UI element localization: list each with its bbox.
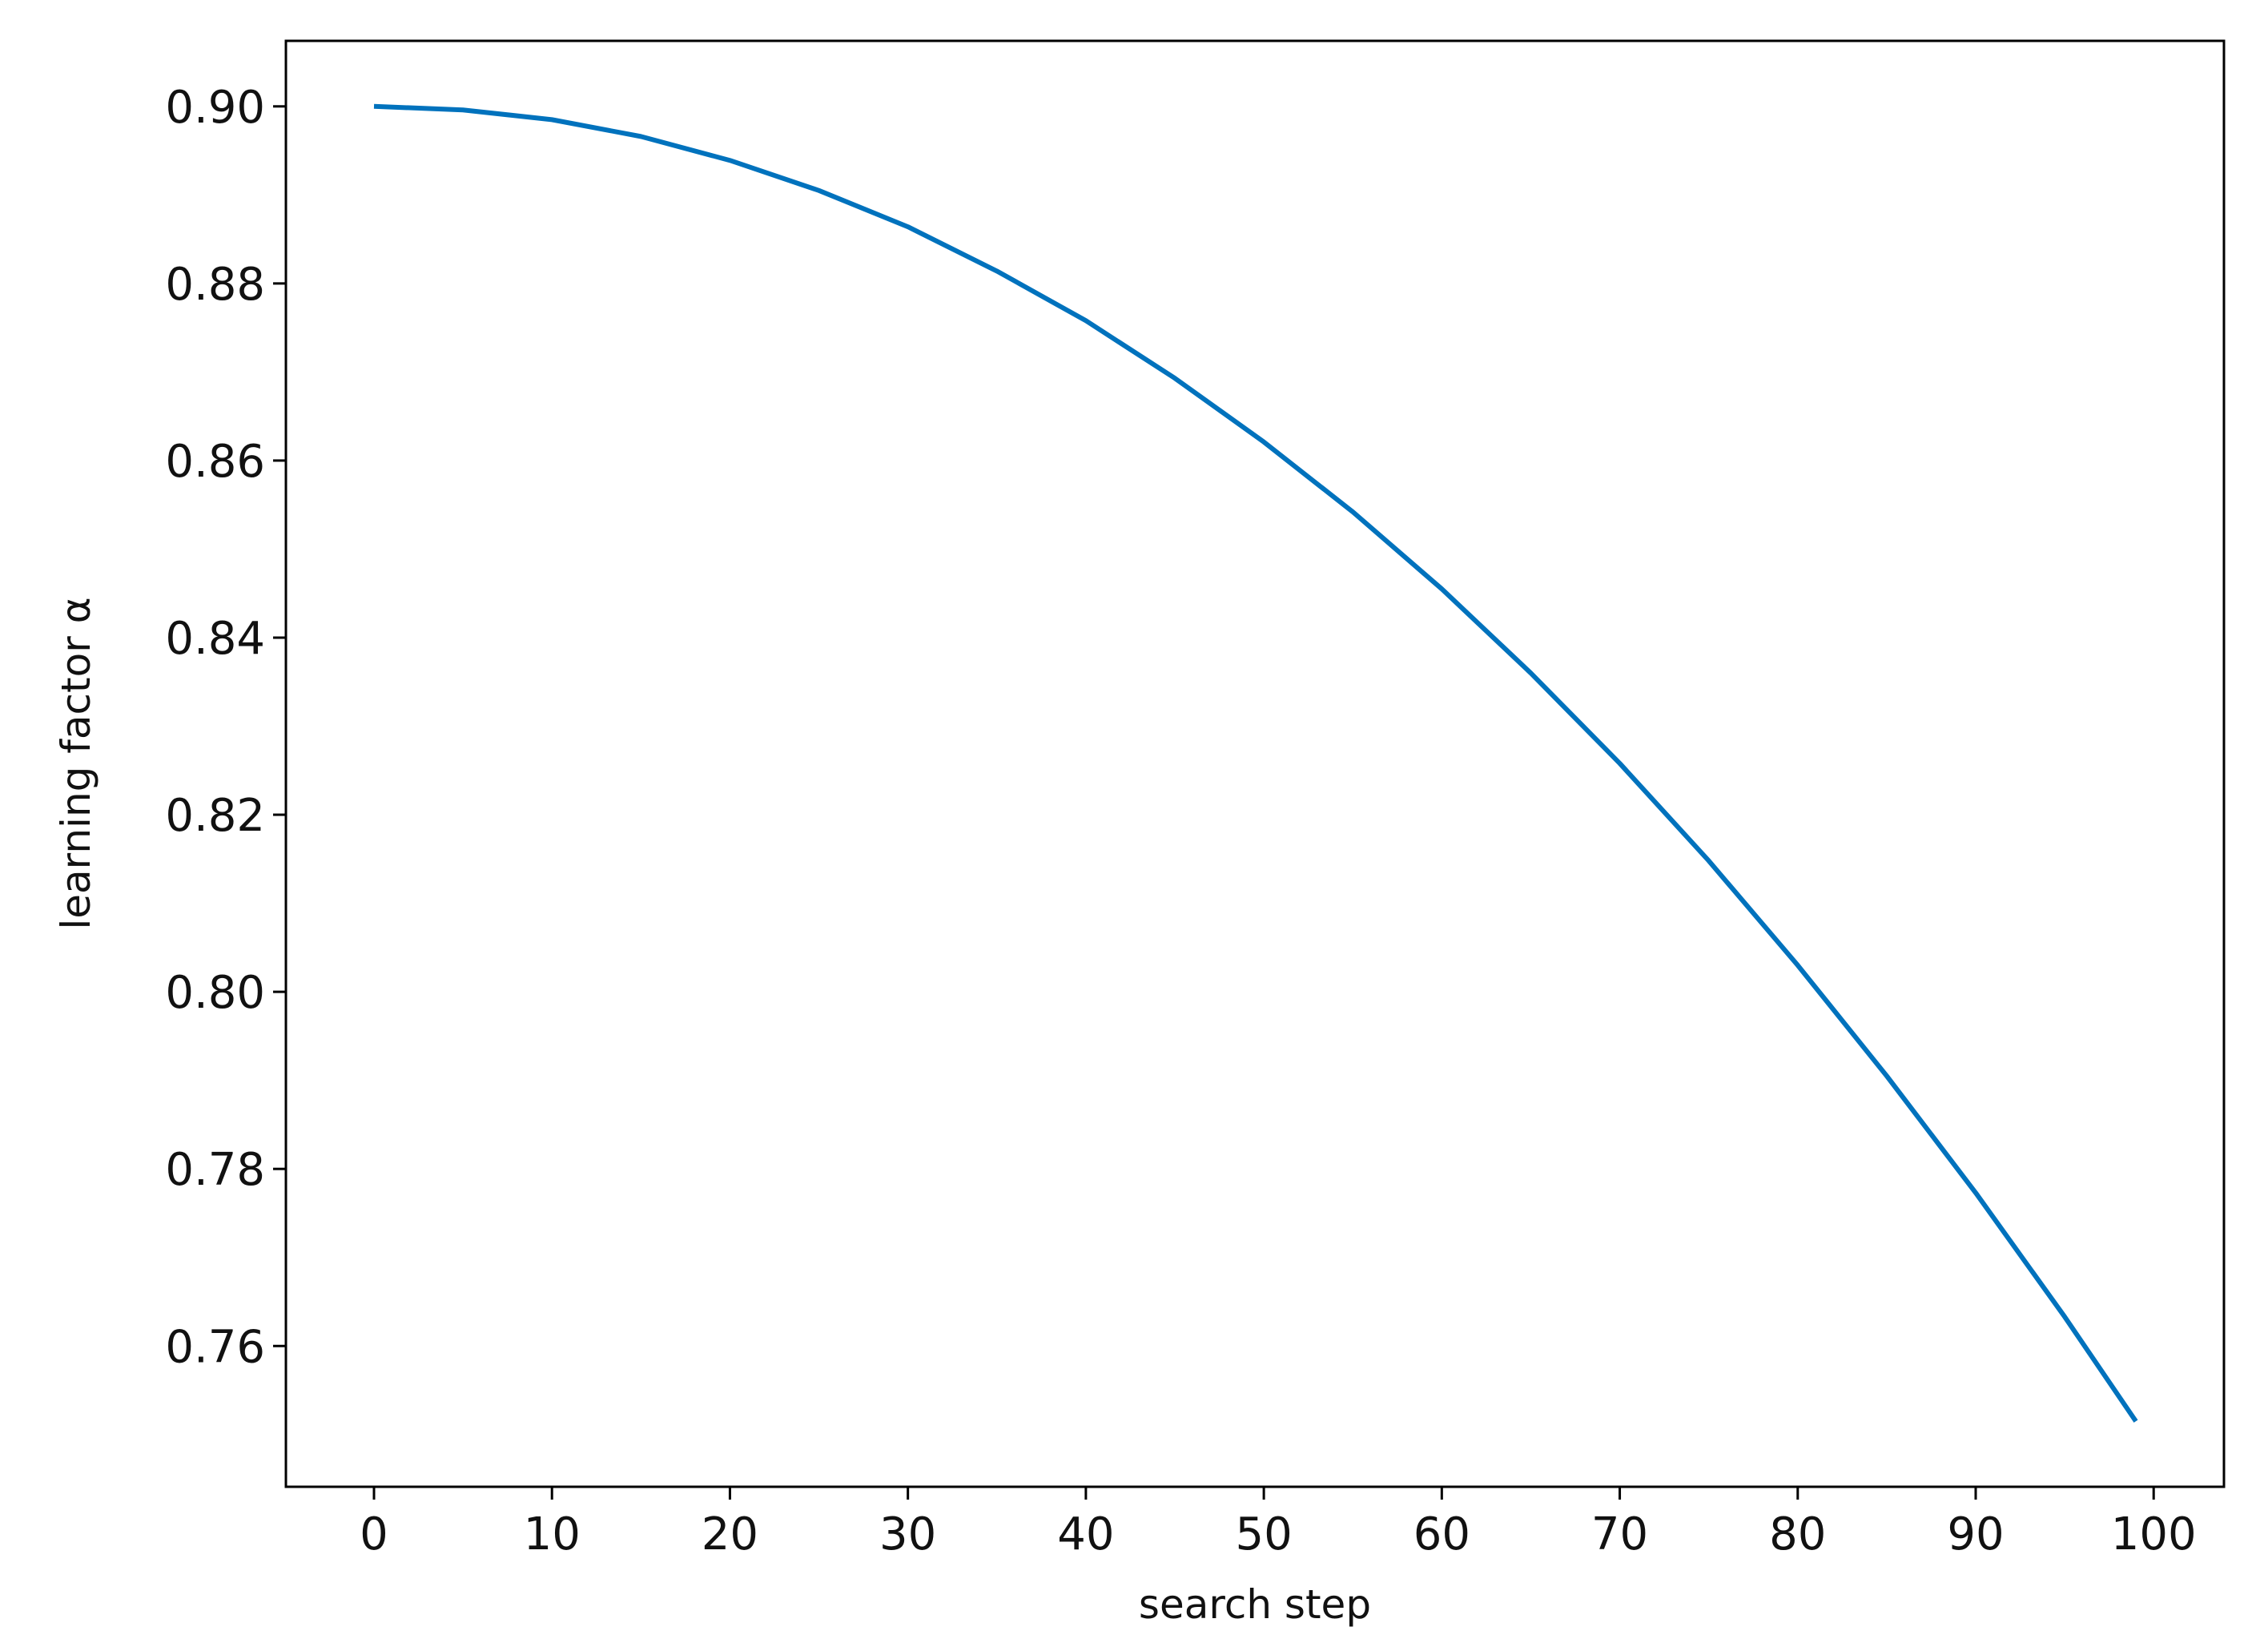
y-tick-label: 0.76 (165, 1321, 265, 1373)
x-tick-label: 10 (524, 1508, 581, 1560)
line-series (373, 103, 2138, 1423)
y-tick-label: 0.86 (165, 436, 265, 488)
y-tick-label: 0.78 (165, 1144, 265, 1196)
y-tick-label: 0.88 (165, 259, 265, 311)
y-tick-label: 0.84 (165, 613, 265, 665)
y-tick-label: 0.90 (165, 82, 265, 134)
x-tick-label: 50 (1235, 1508, 1292, 1560)
y-tick-label: 0.80 (165, 967, 265, 1019)
x-axis-label: search step (1139, 1581, 1371, 1628)
y-axis-label: learning factor α (53, 597, 99, 929)
y-tick-label: 0.82 (165, 790, 265, 842)
x-tick-label: 20 (702, 1508, 758, 1560)
plot-frame (284, 39, 2226, 1488)
x-tick-label: 40 (1057, 1508, 1114, 1560)
x-tick-label: 100 (2111, 1508, 2197, 1560)
x-tick-label: 70 (1591, 1508, 1648, 1560)
x-tick-label: 60 (1413, 1508, 1470, 1560)
x-tick-label: 0 (360, 1508, 388, 1560)
x-tick-label: 90 (1947, 1508, 2004, 1560)
x-tick-label: 30 (879, 1508, 936, 1560)
x-tick-label: 80 (1769, 1508, 1826, 1560)
